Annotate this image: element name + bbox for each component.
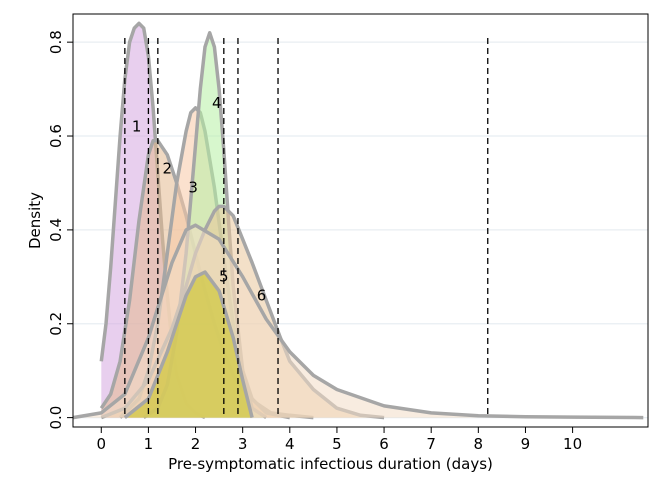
x-tick-label-8: 8 (474, 435, 484, 453)
plot-frame (72, 13, 649, 428)
density-curve-6 (72, 223, 644, 420)
curve-label-5: 5 (219, 268, 229, 286)
reference-lines (124, 38, 489, 418)
axis-ticks: 0 1 2 3 4 5 6 7 8 9 100.00.20.40.60.8 (47, 30, 582, 453)
curve-label-2: 2 (162, 160, 172, 178)
curve-label-3: 3 (188, 178, 198, 196)
x-tick-label-0: 0 (97, 435, 107, 453)
y-tick-label-3: 0.6 (47, 124, 65, 148)
curve-label-4: 4 (212, 94, 222, 112)
x-tick-label-6: 6 (379, 435, 389, 453)
x-axis-title: Pre-symptomatic infectious duration (day… (168, 455, 493, 473)
y-tick-label-2: 0.4 (47, 218, 65, 242)
y-tick-label-4: 0.8 (47, 30, 65, 54)
density-areas (72, 21, 644, 420)
y-tick-label-0: 0.0 (47, 406, 65, 430)
y-tick-label-1: 0.2 (47, 312, 65, 336)
x-tick-label-4: 4 (285, 435, 295, 453)
x-tick-label-7: 7 (426, 435, 436, 453)
curve-label-1: 1 (132, 117, 142, 135)
x-tick-label-3: 3 (238, 435, 248, 453)
curve-label-6: 6 (257, 286, 267, 304)
x-tick-label-5: 5 (332, 435, 342, 453)
x-tick-label-1: 1 (144, 435, 154, 453)
x-tick-label-2: 2 (191, 435, 201, 453)
x-tick-label-9: 9 (521, 435, 531, 453)
y-axis-title: Density (26, 192, 44, 249)
x-tick-label-10: 10 (563, 435, 582, 453)
